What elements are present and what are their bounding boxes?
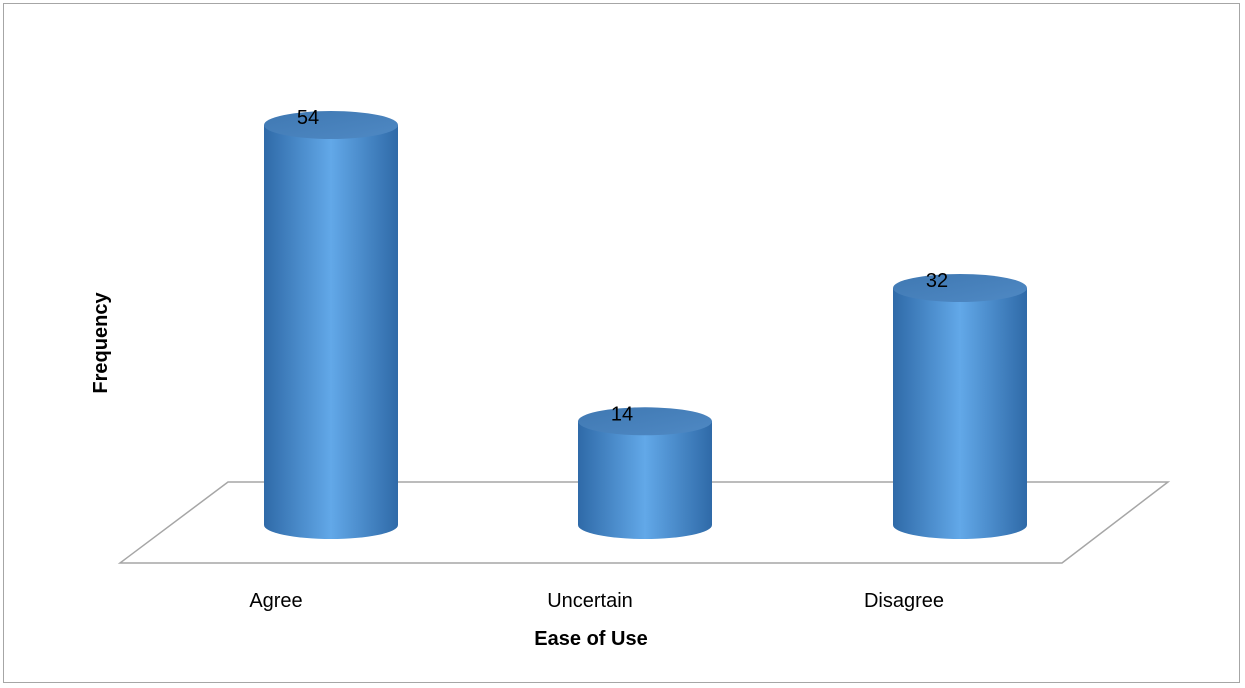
bar-top-agree — [264, 111, 398, 139]
bar-body-disagree — [893, 287, 1027, 539]
bar-body-uncertain — [578, 421, 712, 539]
x-tick-label-agree: Agree — [249, 590, 302, 612]
chart-frame — [3, 3, 1240, 683]
bars-group: 54 14 32 — [264, 107, 1027, 539]
bar-disagree: 32 — [893, 270, 1027, 539]
bar-top-uncertain — [578, 407, 712, 436]
data-label-agree: 54 — [297, 107, 319, 129]
x-tick-label-uncertain: Uncertain — [547, 590, 633, 612]
y-axis-title: Frequency — [90, 292, 112, 394]
bar-body-agree — [264, 125, 398, 539]
bar-uncertain: 14 — [578, 403, 712, 539]
x-tick-labels: Agree Uncertain Disagree — [249, 590, 944, 612]
x-axis-title: Ease of Use — [534, 628, 647, 650]
bar-top-disagree — [893, 273, 1027, 302]
x-tick-label-disagree: Disagree — [864, 590, 944, 612]
bar-agree: 54 — [264, 107, 398, 539]
data-label-disagree: 32 — [926, 270, 948, 292]
data-label-uncertain: 14 — [611, 403, 633, 425]
